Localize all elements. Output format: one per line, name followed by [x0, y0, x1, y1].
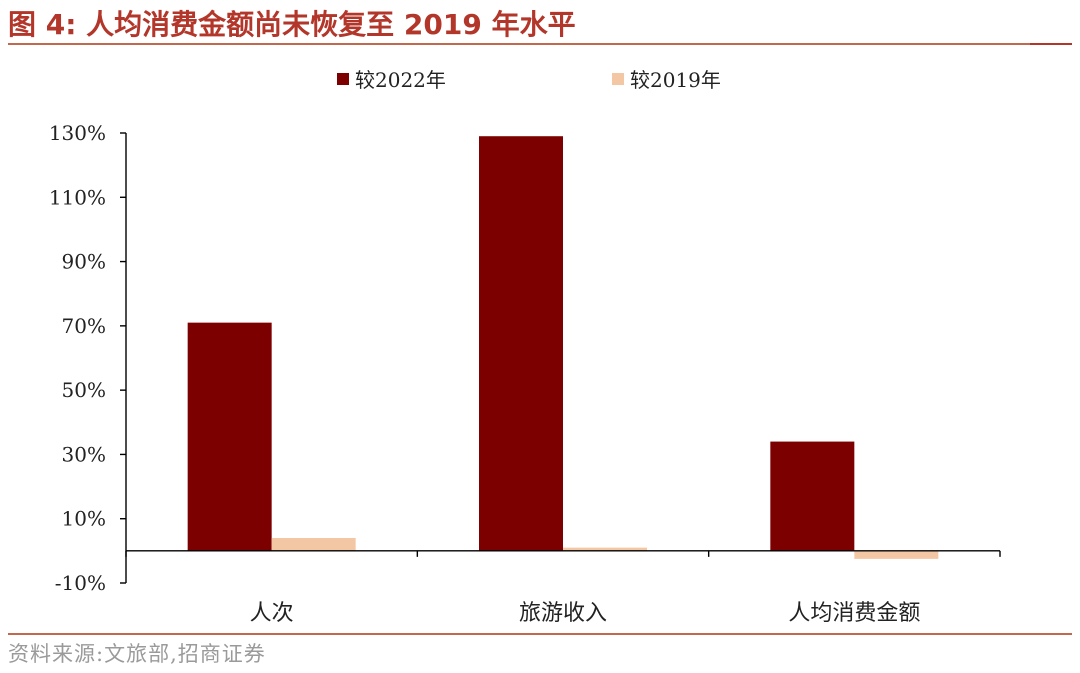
bars [187, 136, 939, 559]
legend: 较2022年 较2019年 [337, 68, 721, 92]
x-category-label: 旅游收入 [519, 601, 607, 626]
legend-swatch-2 [612, 73, 624, 85]
bar-vs2022-1 [187, 322, 272, 551]
y-tick-label: -10% [55, 571, 106, 595]
y-tick-label: 70% [62, 314, 106, 338]
bar-chart: 较2022年 较2019年 -10% 10% 30% 50% 70% 90% 110% 130%… [49, 68, 1001, 626]
y-tick-label: 50% [62, 378, 106, 402]
x-category-label: 人次 [250, 601, 294, 626]
header-rule [8, 43, 1072, 45]
legend-label-2: 较2019年 [630, 68, 721, 92]
figure-header: 图 4: 人均消费金额尚未恢复至 2019 年水平 [8, 6, 576, 44]
y-tick-label: 110% [49, 185, 106, 209]
x-axis: 人次 旅游收入 人均消费金额 [125, 550, 1001, 626]
legend-label-1: 较2022年 [355, 68, 446, 92]
bar-vs2019-1 [271, 538, 356, 551]
x-category-label: 人均消费金额 [788, 601, 920, 626]
bar-vs2022-3 [770, 441, 855, 551]
figure-title: 图 4: 人均消费金额尚未恢复至 2019 年水平 [8, 8, 576, 41]
bar-vs2022-2 [479, 136, 563, 551]
y-tick-label: 30% [62, 442, 106, 466]
y-tick-label: 90% [62, 250, 106, 274]
bar-vs2019-2 [563, 547, 647, 551]
bar-vs2019-3 [854, 550, 939, 559]
legend-swatch-1 [337, 73, 349, 85]
header-rule-accent [1030, 43, 1072, 45]
y-tick-label: 130% [49, 121, 106, 145]
source-note: 资料来源:文旅部,招商证券 [8, 642, 266, 666]
y-axis: -10% 10% 30% 50% 70% 90% 110% 130% [49, 121, 127, 595]
y-tick-label: 10% [62, 507, 106, 531]
footer-rule [8, 633, 1072, 635]
